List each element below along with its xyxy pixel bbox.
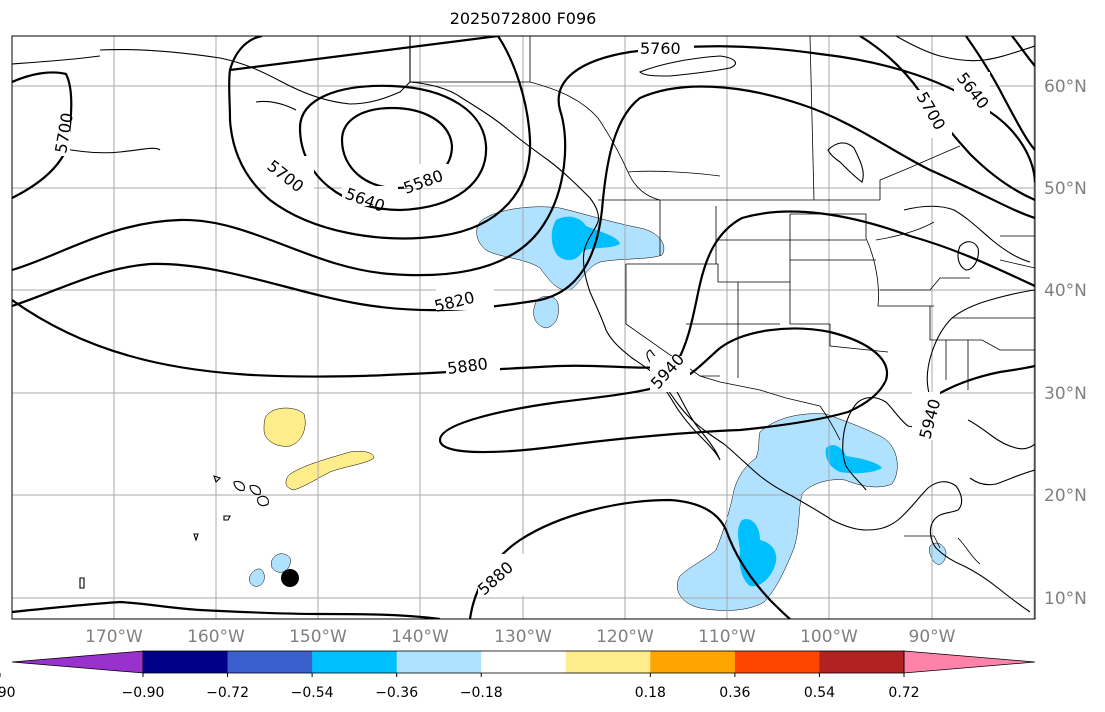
anomaly-core-mexico [738,519,777,587]
lat-label-50n: 50°N [1044,179,1087,199]
contour-5580 [340,106,454,190]
contour-5580-ne [1011,36,1035,67]
lon-label-90w: 90°W [909,627,956,647]
lat-label-40n: 40°N [1044,281,1087,301]
lon-label-170w: 170°W [85,627,143,647]
contour-5760 [12,45,1035,277]
colorbar-segment [143,651,229,673]
lon-label-140w: 140°W [391,627,449,647]
lat-label-30n: 30°N [1044,384,1087,404]
colorbar-outline [142,650,905,674]
lon-label-110w: 110°W [698,627,756,647]
colorbar-tick-label: 0.36 [719,685,750,701]
colorbar-tick-label: 0.54 [804,685,835,701]
lon-label-120w: 120°W [596,627,654,647]
anomaly-core-pnw [551,216,620,261]
colorbar-segment [565,651,651,673]
contour-label-5760: 5760 [640,39,681,58]
lat-label-60n: 60°N [1044,77,1087,97]
positive-anomaly-east [285,451,375,491]
contour-labels: 5700 5640 5580 5700 5640 5760 5700 5820 … [48,36,993,599]
colorbar-segment [227,651,313,673]
colorbar-tick-label: 0.72 [888,685,919,701]
contour-5640-ne [965,36,1035,151]
lon-label-160w: 160°W [187,627,245,647]
colorbar-tick-label: −0.18 [460,685,503,701]
contour-south-edge [12,600,441,619]
anomaly-small-hawaii-2 [271,553,291,573]
colorbar-segment [819,651,905,673]
colorbar-segment [396,651,482,673]
colorbar-tick-label: 0.18 [635,685,666,701]
contour-5700-west [12,71,73,199]
lat-label-20n: 20°N [1044,486,1087,506]
lon-label-150w: 150°W [289,627,347,647]
colorbar-extend-high [903,650,1036,674]
anomaly-region-offshore [533,296,559,329]
map-title: 2025072800 F096 [449,9,597,28]
map-frame [11,35,1036,620]
contour-5940 [438,327,889,454]
colorbar-tick-label: −0.90 [122,685,165,701]
contour-5700-low [228,36,532,240]
longitude-axis: 170°W 160°W 150°W 140°W 130°W 120°W 110°… [85,627,956,647]
anomaly-core-gulf [825,445,882,474]
colorbar-tick-label: −0.36 [375,685,418,701]
contour-5880-south [468,498,791,619]
lon-label-130w: 130°W [494,627,552,647]
colorbar-segment [650,651,736,673]
colorbar-tick-label: −0.72 [206,685,249,701]
colorbar-tick-label: −0.54 [291,685,334,701]
contour-label-5880: 5880 [446,354,489,378]
colorbar-extend-low [11,650,144,674]
storm-marker [281,569,299,587]
graticule [12,36,1035,619]
colorbar-segment [481,651,567,673]
anomaly-small-hawaii [248,568,265,587]
colorbar-tick-label: 0.90 [0,685,16,701]
contour-5820 [12,85,1035,312]
latitude-axis: 60°N 50°N 40°N 30°N 20°N 10°N [1044,77,1087,609]
colorbar-segment [312,651,398,673]
positive-anomaly-north [263,407,306,447]
lat-label-10n: 10°N [1044,589,1087,609]
colorbar: −0.90 −0.72 −0.54 −0.36 −0.18 0.18 0.36 0.54 0.7… [0,650,1036,701]
lon-label-100w: 100°W [800,627,858,647]
anomaly-region-central-america [928,542,947,565]
colorbar-segment [734,651,820,673]
